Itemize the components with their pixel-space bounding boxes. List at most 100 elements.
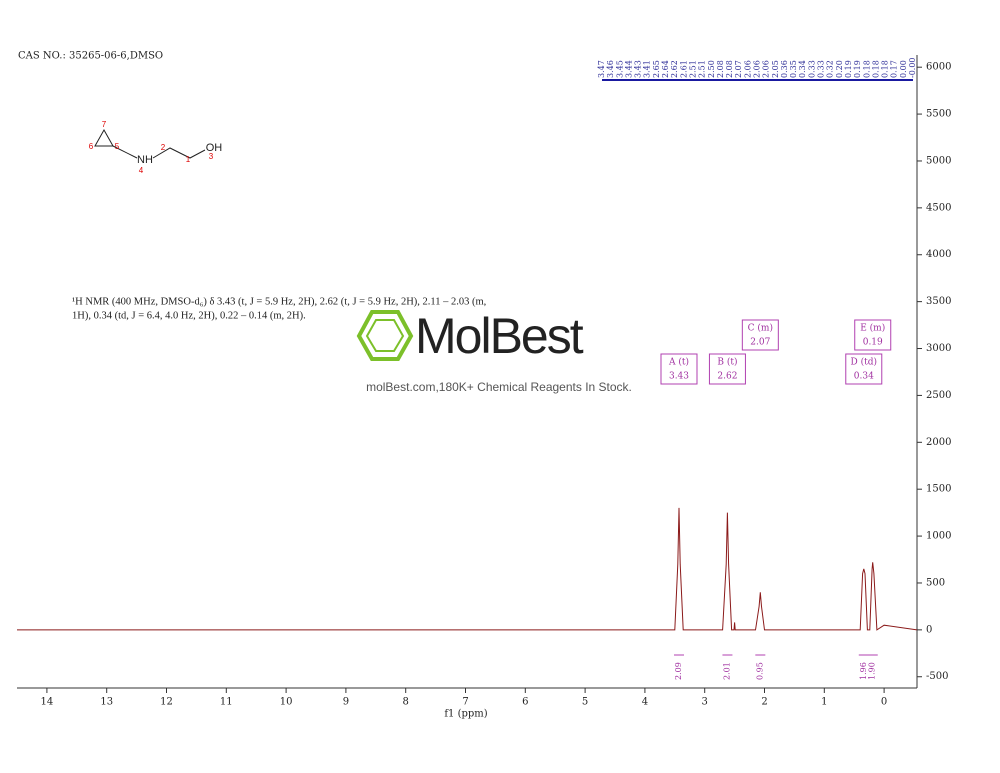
multiplet-box — [708, 353, 746, 385]
atom-label: 7 — [102, 120, 107, 129]
atom-label: 5 — [115, 142, 120, 151]
y-tick-label: 2000 — [926, 437, 951, 448]
cas-number: CAS NO.: 35265-06-6,DMSO — [18, 51, 163, 62]
multiplet-shift: 2.07 — [750, 338, 770, 348]
nmr-description: ¹H NMR (400 MHz, DMSO-d₆) δ 3.43 (t, J =… — [72, 296, 486, 307]
peak-label: 2.61 — [679, 60, 688, 78]
peak-label: 0.34 — [798, 60, 807, 78]
logo — [356, 310, 414, 361]
peak-label: 3.43 — [634, 60, 643, 78]
integral-label: 0.95 — [755, 662, 764, 680]
peak-label: 0.18 — [881, 60, 890, 78]
x-tick-label: 5 — [582, 697, 588, 708]
multiplet-label: A (t) — [668, 357, 689, 368]
multiplet-box — [660, 353, 698, 385]
x-tick-label: 13 — [100, 697, 113, 708]
multiplet-box — [854, 319, 892, 351]
peak-label: 3.44 — [624, 60, 633, 78]
peak-label: 0.18 — [871, 60, 880, 78]
multiplet-label: E (m) — [860, 323, 885, 334]
multiplet-box — [845, 353, 883, 385]
peak-label: 0.19 — [853, 60, 862, 78]
atom-label: 4 — [139, 166, 144, 175]
multiplet-shift: 3.43 — [669, 372, 689, 382]
x-tick-label: 4 — [642, 697, 648, 708]
peak-label: 0.33 — [807, 60, 816, 78]
y-tick-label: 5500 — [926, 109, 951, 120]
x-tick-label: 3 — [702, 697, 708, 708]
x-tick-label: 14 — [41, 697, 54, 708]
atom-label: 1 — [186, 155, 191, 164]
x-tick-label: 6 — [522, 697, 528, 708]
y-tick-label: 2500 — [926, 390, 951, 401]
y-tick-label: 3500 — [926, 296, 951, 307]
multiplet-label: C (m) — [748, 323, 773, 334]
peak-label: 2.07 — [734, 60, 743, 78]
y-tick-label: 6000 — [926, 62, 951, 73]
y-tick-label: 5000 — [926, 155, 951, 166]
atom-label: NH — [137, 154, 153, 166]
peak-label: 0.19 — [844, 60, 853, 78]
integral-label: 2.09 — [674, 662, 683, 680]
y-tick-label: 4000 — [926, 249, 951, 260]
peak-label: 0.32 — [826, 60, 835, 78]
peak-label: 2.62 — [670, 60, 679, 78]
y-tick-label: 3000 — [926, 343, 951, 354]
x-tick-label: 11 — [220, 697, 233, 708]
peak-label: 2.65 — [652, 60, 661, 78]
integral-label: 1.96 — [859, 662, 868, 680]
peak-label: 3.45 — [615, 60, 624, 78]
peak-label: 2.05 — [771, 60, 780, 78]
x-tick-label: 10 — [280, 697, 293, 708]
y-tick-label: -500 — [926, 671, 948, 682]
atom-label: 2 — [161, 143, 166, 152]
logo-hexagon — [356, 310, 414, 361]
x-tick-label: 8 — [403, 697, 409, 708]
y-tick-label: 1500 — [926, 484, 951, 495]
multiplet-label: B (t) — [717, 357, 737, 368]
multiplet-shift: 0.19 — [863, 338, 883, 348]
y-tick-label: 0 — [926, 624, 932, 635]
spectrum — [17, 507, 918, 631]
peak-label: 2.50 — [707, 60, 716, 78]
bonds — [94, 128, 206, 159]
peak-label: 2.06 — [743, 60, 752, 78]
multiplet-box — [741, 319, 779, 351]
x-tick-label: 1 — [821, 697, 827, 708]
peak-label: 0.36 — [780, 60, 789, 78]
peak-label: 2.51 — [698, 60, 707, 78]
multiplet-shift: 2.62 — [717, 372, 737, 382]
peak-label: 0.35 — [789, 60, 798, 78]
peak-label: 0.18 — [862, 60, 871, 78]
logo-ring — [365, 319, 405, 352]
y-tick-label: 500 — [926, 577, 945, 588]
structure — [94, 128, 206, 159]
peak-label: 0.00 — [899, 60, 908, 78]
x-tick-label: 0 — [881, 697, 887, 708]
x-tick-label: 2 — [761, 697, 767, 708]
peak-label: 0.20 — [835, 60, 844, 78]
multiplet-shift: 0.34 — [854, 372, 874, 382]
peak-label: 2.08 — [725, 60, 734, 78]
peak-label: 3.46 — [606, 60, 615, 78]
x-tick-label: 7 — [462, 697, 468, 708]
atom-label: 3 — [209, 152, 214, 161]
peak-label: 3.41 — [643, 60, 652, 78]
atom-label: OH — [206, 142, 223, 154]
peak-label: 0.33 — [817, 60, 826, 78]
nmr-description: 1H), 0.34 (td, J = 6.4, 4.0 Hz, 2H), 0.2… — [72, 310, 306, 321]
peak-label: 2.06 — [762, 60, 771, 78]
y-tick-label: 1000 — [926, 531, 951, 542]
peak-label: 2.51 — [688, 60, 697, 78]
brand: MolBest — [415, 308, 584, 364]
x-axis-label: f1 (ppm) — [444, 709, 487, 720]
y-tick-label: 4500 — [926, 202, 951, 213]
integral-label: 2.01 — [722, 662, 731, 680]
peak-label: 2.06 — [753, 60, 762, 78]
peak-label: 3.47 — [597, 60, 606, 78]
peak-label: 0.17 — [890, 60, 899, 78]
atom-label: 6 — [89, 142, 94, 151]
peak-label: -0.00 — [908, 57, 917, 78]
x-tick-label: 12 — [160, 697, 173, 708]
